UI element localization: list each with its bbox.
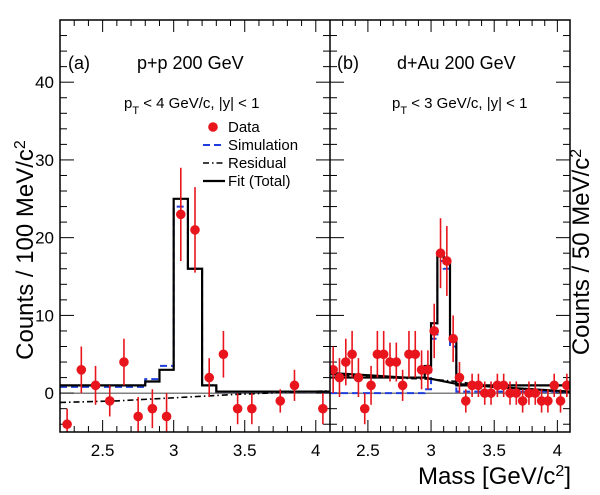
data-point-b	[397, 380, 408, 391]
y-tick-label: 30	[35, 151, 54, 170]
y-axis-label-left: Counts / 100 MeV/c2	[12, 140, 40, 360]
data-point-b	[448, 333, 458, 344]
panel-a-label: (a)	[68, 53, 90, 73]
data-point-a	[90, 380, 101, 391]
x-tick-label-b: 2.5	[356, 441, 380, 460]
data-point-a	[190, 225, 200, 235]
data-point-b	[511, 388, 522, 398]
data-point-b	[549, 380, 560, 391]
y-tick-label: 10	[35, 306, 54, 325]
legend-marker-data	[208, 122, 218, 132]
data-point-b	[347, 349, 357, 360]
panel-b-title: d+Au 200 GeV	[397, 53, 516, 73]
data-point-a	[218, 349, 229, 360]
data-point-b	[555, 396, 566, 406]
data-point-b	[429, 326, 440, 336]
data-point-b	[435, 248, 446, 259]
data-point-b	[378, 349, 389, 360]
panel-b-cut: pT < 3 GeV/c, |y| < 1	[392, 95, 527, 117]
y-axis-label-right: Counts / 50 MeV/c2	[568, 149, 596, 355]
x-tick-label-a: 4	[311, 441, 320, 460]
data-point-b	[543, 396, 553, 406]
panel-a-curves	[60, 167, 330, 432]
data-point-a	[204, 372, 215, 383]
y-tick-label: 40	[35, 73, 54, 92]
data-point-a	[161, 411, 172, 422]
data-point-a	[119, 357, 129, 367]
data-point-b	[486, 388, 496, 398]
y-tick-label: 0	[45, 384, 54, 403]
legend-entry: Residual	[228, 155, 286, 172]
x-tick-label-b: 3.5	[482, 441, 506, 460]
panel-a: (a) p+p 200 GeV pT < 4 GeV/c, |y| < 1 2.…	[35, 20, 331, 460]
data-point-a	[76, 365, 87, 375]
x-tick-label-a: 3	[169, 441, 178, 460]
data-point-b	[410, 349, 421, 360]
fit-total-curve-b	[330, 371, 570, 393]
panel-b-label: (b)	[337, 53, 359, 73]
data-point-b	[517, 396, 528, 406]
legend-entry: Fit (Total)	[228, 173, 291, 190]
panel-frames	[59, 19, 571, 433]
x-tick-label-a: 2.5	[91, 441, 115, 460]
panel-a-title: p+p 200 GeV	[137, 53, 244, 73]
data-point-b	[366, 380, 376, 391]
panel-a-cut: pT < 4 GeV/c, |y| < 1	[124, 95, 259, 117]
y-tick-label: 20	[35, 229, 54, 248]
data-point-a	[232, 403, 243, 414]
data-point-b	[340, 357, 351, 367]
data-point-b	[423, 365, 433, 375]
x-tick-label-a: 3.5	[233, 441, 257, 460]
data-point-a	[104, 396, 115, 406]
panel-b-curves	[330, 218, 570, 425]
data-point-b	[391, 357, 402, 367]
data-point-b	[460, 396, 471, 406]
data-point-b	[353, 372, 364, 383]
data-point-a	[62, 419, 72, 430]
data-point-b	[330, 365, 338, 375]
data-point-a	[147, 403, 158, 414]
data-point-b	[334, 372, 345, 383]
plot-frame	[59, 19, 571, 433]
data-point-a	[289, 380, 300, 391]
panel-b: (b) d+Au 200 GeV pT < 3 GeV/c, |y| < 1 2…	[330, 20, 571, 460]
x-axis-label: Mass [GeV/c2]	[418, 463, 571, 491]
data-point-a	[133, 411, 143, 422]
data-point-a	[318, 403, 328, 414]
legend-entry: Data	[228, 119, 260, 136]
data-point-a	[247, 403, 257, 414]
fit-total-line-b	[330, 252, 570, 387]
data-point-b	[562, 380, 570, 391]
data-point-a	[275, 396, 286, 406]
data-point-a	[175, 209, 186, 220]
data-point-b	[442, 256, 452, 266]
data-point-b	[498, 380, 509, 391]
data-point-b	[359, 403, 370, 414]
x-tick-label-b: 3	[426, 441, 435, 460]
data-point-b	[530, 388, 541, 398]
legend-entry: Simulation	[228, 137, 298, 154]
data-point-b	[454, 372, 465, 383]
data-point-b	[473, 380, 484, 391]
x-tick-label-b: 4	[553, 441, 562, 460]
